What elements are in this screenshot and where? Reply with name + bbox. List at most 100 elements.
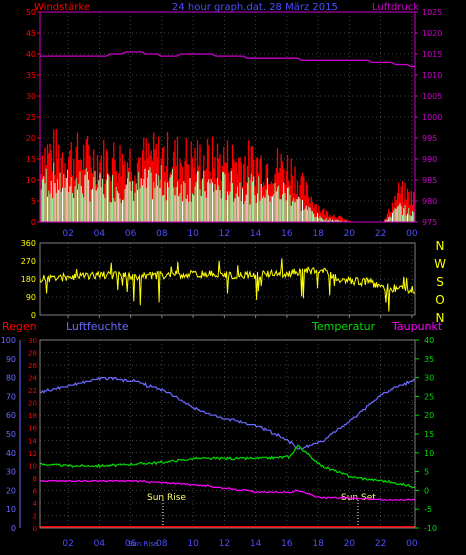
temperature-ticks: -10 -5 0 5 10 15 20 25 30 35 40	[415, 336, 437, 533]
time-tick-label: 10	[187, 539, 199, 549]
humidity-tick-label: 0	[11, 524, 16, 533]
time-tick-label: 12	[219, 229, 230, 239]
wind-tick-label: 50	[26, 8, 36, 17]
humidity-ticks: 0 10 20 30 40 50 60 70 80 90 100	[1, 336, 16, 533]
direction-letter: W	[434, 257, 446, 271]
temperature-tick-label: 35	[424, 355, 434, 364]
time-tick-label: 04	[94, 229, 106, 239]
temperature-line	[39, 444, 415, 488]
direction-tick-label: 270	[21, 257, 36, 266]
rain-tick-label: 22	[28, 387, 37, 395]
time-tick-label: 16	[281, 229, 293, 239]
rain-tick-label: 12	[28, 450, 37, 458]
time-tick-label: 12	[219, 539, 230, 549]
rain-tick-label: 10	[28, 462, 37, 470]
wind-tick-label: 30	[26, 92, 36, 101]
wind-axis-label: Windstärke	[34, 2, 90, 13]
pressure-tick-label: 1010	[422, 71, 442, 80]
humidity-tick-label: 90	[6, 355, 16, 364]
wind-tick-label: 40	[26, 50, 36, 59]
time-tick-label: 22	[375, 229, 386, 239]
chart-title: 24 hour graph.dat. 28 März 2015	[172, 2, 338, 13]
time-tick-label: 18	[312, 539, 324, 549]
top-time-ticks: 02 04 06 08 10 12 14 16 18 20 22 00	[62, 229, 417, 239]
pressure-tick-label: 1015	[422, 50, 442, 59]
direction-ticks: 0 90 180 270 360	[21, 239, 36, 320]
direction-letter: O	[435, 293, 444, 307]
time-tick-label: 06	[125, 539, 137, 549]
direction-line	[39, 258, 416, 312]
pressure-tick-label: 1000	[422, 113, 442, 122]
rain-tick-label: 4	[33, 500, 38, 508]
rain-tick-label: 14	[28, 437, 37, 445]
pressure-tick-label: 1005	[422, 92, 442, 101]
pressure-tick-label: 980	[422, 197, 437, 206]
temperature-tick-label: -10	[424, 524, 437, 533]
rain-tick-label: 6	[33, 487, 38, 495]
rain-tick-label: 16	[28, 425, 37, 433]
direction-tick-label: 0	[31, 311, 36, 320]
humidity-tick-label: 80	[6, 374, 16, 383]
humidity-tick-label: 100	[1, 336, 16, 345]
humidity-tick-label: 60	[6, 411, 16, 420]
direction-tick-label: 360	[21, 239, 36, 248]
temperature-tick-label: 40	[424, 336, 434, 345]
wind-tick-label: 5	[31, 197, 36, 206]
time-tick-label: 14	[250, 539, 262, 549]
time-tick-label: Sun Rise	[128, 540, 158, 548]
wind-ticks: 0 5 10 15 20 25 30 35 40 45 50	[26, 8, 40, 227]
dewpoint-line	[39, 479, 416, 501]
sunset-label: Sun Set	[341, 493, 376, 503]
direction-letter: N	[436, 239, 445, 253]
wind-tick-label: 15	[26, 155, 36, 164]
temperature-tick-label: -5	[424, 505, 432, 514]
sunrise-label: Sun Rise	[147, 493, 186, 503]
temperature-tick-label: 30	[424, 374, 434, 383]
pressure-line	[40, 51, 415, 68]
rain-tick-label: 0	[33, 525, 37, 533]
humidity-tick-label: 20	[6, 486, 16, 495]
temperature-header: Temperatur	[311, 320, 376, 333]
humidity-tick-label: 30	[6, 468, 16, 477]
pressure-tick-label: 995	[422, 134, 437, 143]
rain-tick-label: 2	[33, 512, 37, 520]
time-tick-label: 22	[375, 539, 386, 549]
humidity-tick-label: 50	[6, 430, 16, 439]
humidity-header: Luftfeuchte	[66, 320, 129, 333]
time-tick-label: 14	[250, 229, 262, 239]
direction-tick-label: 180	[21, 275, 36, 284]
rain-tick-label: 26	[28, 362, 37, 370]
rain-tick-label: 20	[28, 400, 37, 408]
humidity-line	[40, 376, 415, 450]
humidity-temperature-panel: Regen Luftfeuchte Temperatur Taupunkt Su…	[1, 320, 443, 549]
direction-tick-label: 90	[26, 293, 36, 302]
wind-tick-label: 45	[26, 29, 36, 38]
temperature-tick-label: 5	[424, 468, 429, 477]
mid-frame	[39, 242, 416, 316]
rain-tick-label: 18	[28, 412, 37, 420]
wind-tick-label: 20	[26, 134, 36, 143]
temperature-tick-label: 10	[424, 449, 434, 458]
humidity-tick-label: 70	[6, 392, 16, 401]
time-tick-label: 06	[125, 229, 137, 239]
time-tick-label: 02	[62, 539, 73, 549]
temperature-tick-label: 25	[424, 392, 434, 401]
wind-pressure-panel: Windstärke 24 hour graph.dat. 28 März 20…	[26, 2, 443, 239]
pressure-tick-label: 990	[422, 155, 437, 164]
pressure-tick-label: 985	[422, 176, 437, 185]
wind-tick-label: 35	[26, 71, 36, 80]
mid-time-ticks	[67, 315, 413, 318]
rain-tick-label: 8	[33, 475, 37, 483]
wind-bars	[39, 128, 415, 222]
time-tick-label: 18	[312, 229, 324, 239]
time-tick-label: 04	[94, 539, 106, 549]
pressure-tick-label: 1025	[422, 8, 442, 17]
dewpoint-header: Taupunkt	[391, 320, 443, 333]
time-tick-label: 08	[156, 229, 168, 239]
